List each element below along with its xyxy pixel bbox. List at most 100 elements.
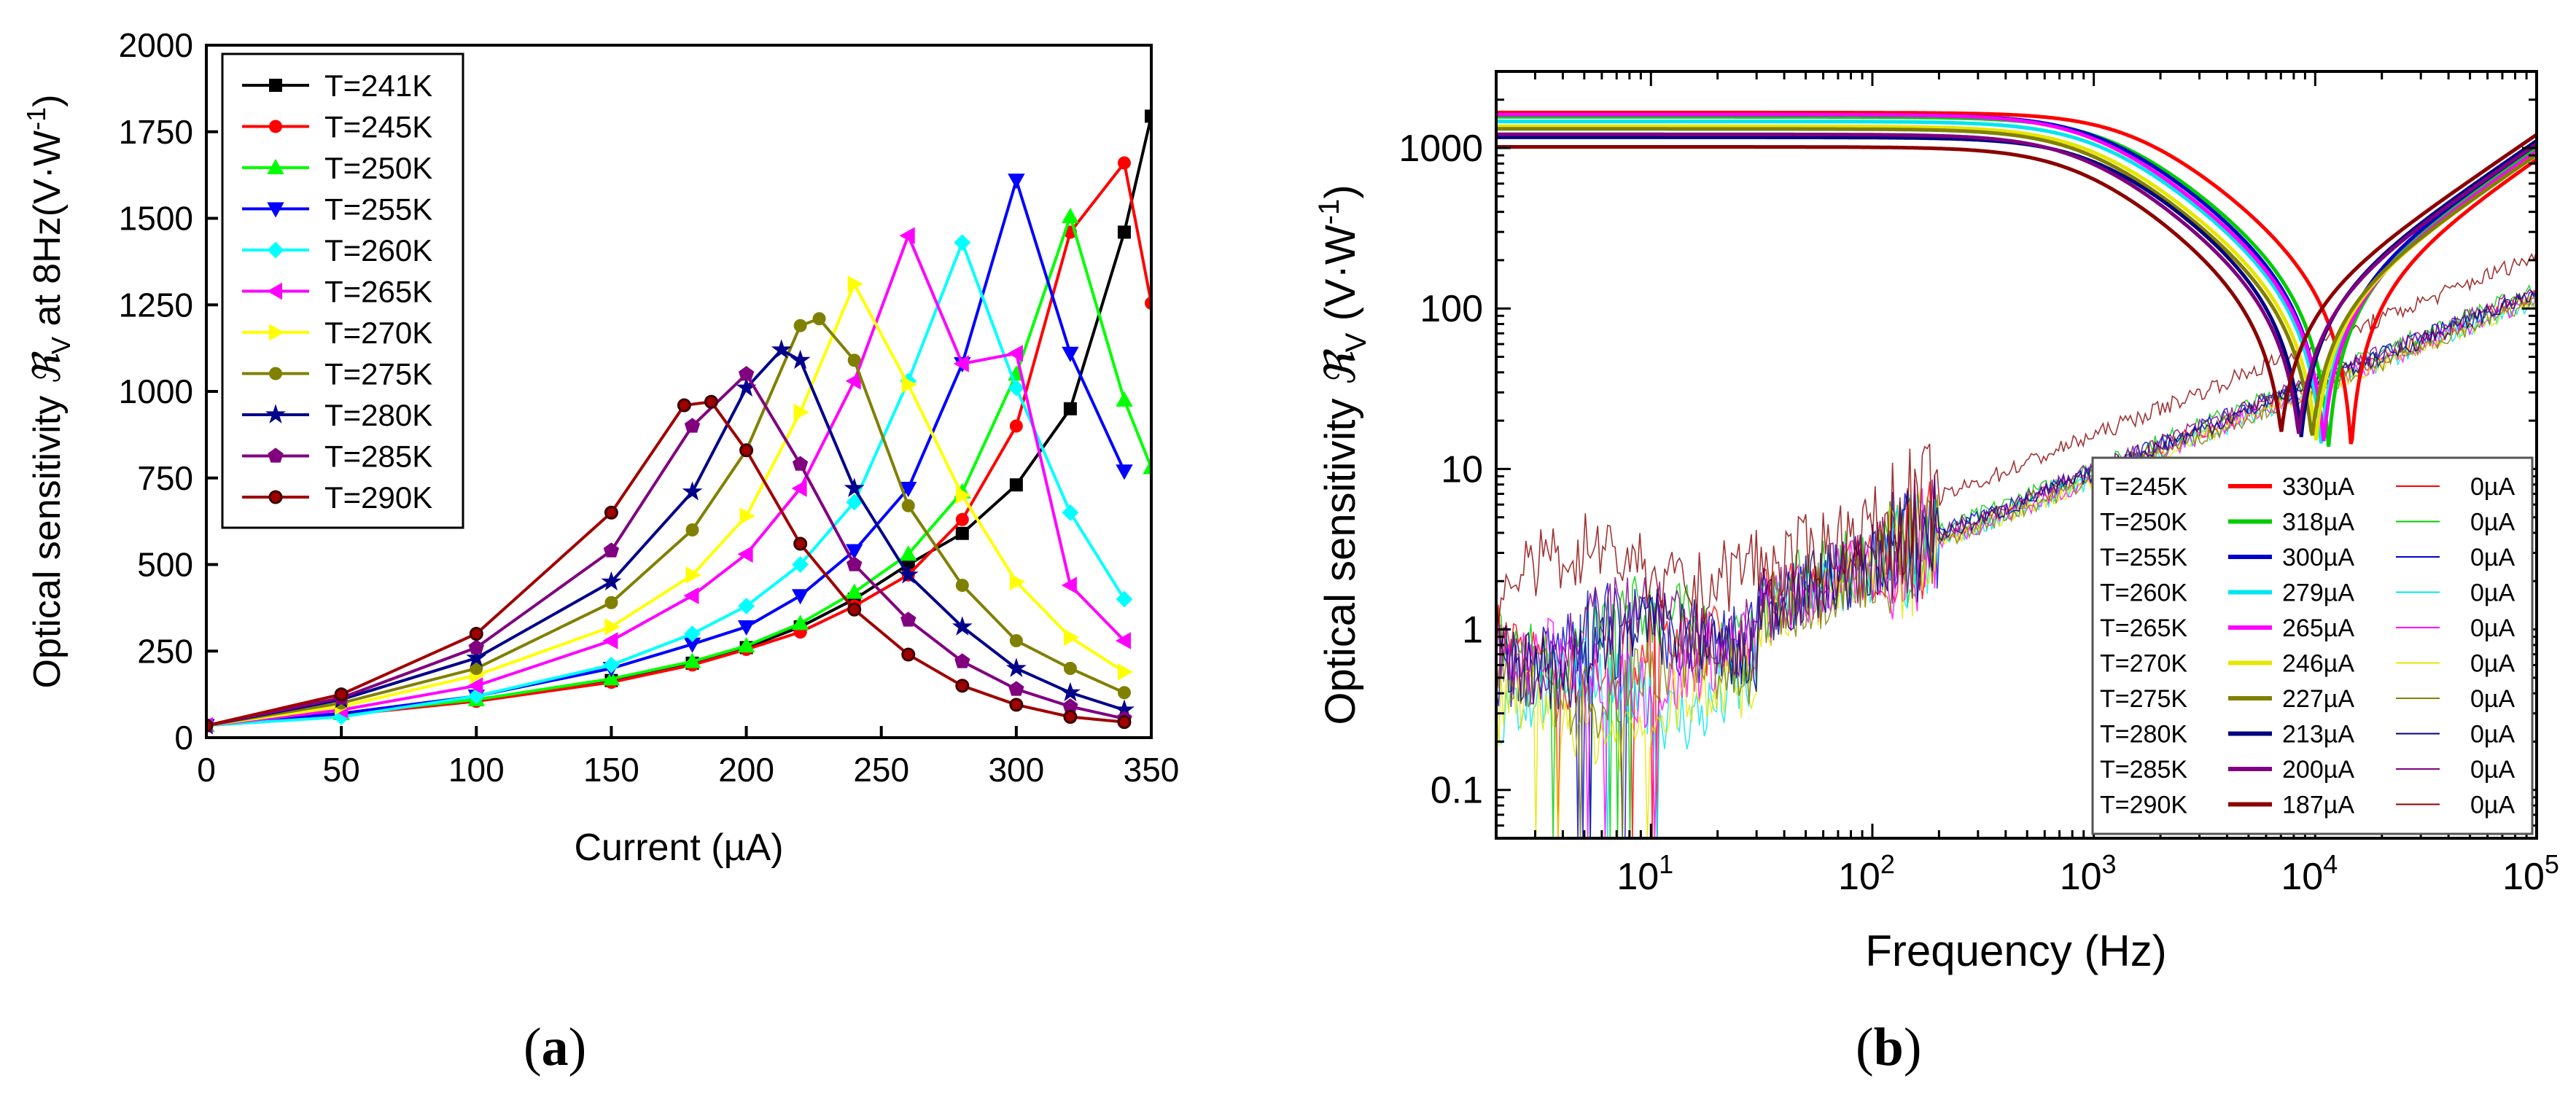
legend-bias-T=290K: 187µA	[2282, 792, 2354, 819]
series-bias-line-T=290K	[1496, 133, 2537, 432]
chart-b-y-label-mid: (V·W	[1317, 225, 1364, 332]
x-tick-label-350: 350	[1124, 751, 1180, 789]
legend-label-T=270K: T=270K	[324, 316, 432, 350]
x-tick-label-base: 10	[2060, 856, 2102, 898]
series-bias-line-T=265K	[1496, 112, 2537, 441]
data-point-T=260K-200	[738, 598, 755, 614]
chart-b-legend: T=245K 330µA 0µA T=250K 318µA 0µA T=255K 300µA 0…	[2091, 456, 2534, 835]
legend-bias-T=285K: 200µA	[2282, 756, 2354, 784]
data-point-T=285K-300	[1008, 681, 1024, 696]
chart-a-y-axis-label: Optical sensitivity ℜV at 8Hz(V·W-1)	[21, 95, 76, 689]
chart-b-y-axis: 0.1 1 10 100 1000	[1398, 70, 2537, 840]
legend-label-T=250K: T=250K	[324, 151, 432, 185]
x-tick-label-10000: 104	[2281, 849, 2338, 898]
legend-label-T=285K: T=285K	[324, 440, 432, 474]
series-bias-line-T=250K	[1496, 114, 2537, 447]
x-tick-label-base: 10	[2281, 856, 2323, 898]
data-point-T=241K-350	[1145, 109, 1151, 123]
data-point-T=290K-100	[469, 627, 483, 641]
data-point-T=265K-300	[1007, 345, 1023, 362]
chart-b-y-axis-label: Optical sensitivity ℜV (V·W-1)	[1313, 184, 1372, 725]
data-point-T=275K-260	[901, 499, 915, 512]
legend-label-T=290K: T=290K	[324, 480, 432, 515]
data-point-T=285K-100	[468, 639, 484, 655]
data-point-T=270K-220	[793, 403, 809, 421]
series-bias-line-T=270K	[1496, 124, 2537, 441]
legend-marker-T=290K	[268, 490, 283, 504]
series-bias-line-T=280K	[1496, 135, 2537, 437]
data-point-T=241K-320	[1063, 402, 1077, 415]
y-tick-label-1: 1	[1462, 609, 1483, 652]
legend-zero-T=285K: 0µA	[2470, 756, 2515, 784]
data-point-T=260K-240	[846, 493, 863, 511]
legend-temp-T=275K: T=275K	[2100, 685, 2187, 713]
chart-b-frame	[1495, 70, 2538, 840]
series-zero-T=265K	[1496, 293, 2537, 838]
y-tick-label-1750: 1750	[119, 113, 193, 151]
x-tick-label-200: 200	[718, 751, 774, 789]
data-point-T=265K-320	[1061, 577, 1077, 594]
series-T=260K	[206, 234, 1133, 734]
y-tick-label-1000: 1000	[1398, 128, 1483, 170]
series-line-T=275K	[206, 316, 1125, 727]
x-tick-label-300: 300	[988, 751, 1044, 789]
x-tick-label-100000: 105	[2502, 849, 2559, 898]
data-point-T=285K-240	[847, 556, 863, 571]
chart-a-y-label-end: )	[26, 95, 69, 107]
x-tick-label-100: 100	[448, 751, 505, 789]
data-point-T=290K-340	[1117, 715, 1132, 730]
series-T=285K	[206, 366, 1132, 733]
data-point-T=241K-300	[1009, 478, 1023, 492]
caption-a-close: )	[568, 1018, 587, 1077]
data-point-T=245K-300	[1009, 419, 1023, 433]
series-line-T=290K	[206, 400, 1125, 727]
x-tick-label-exp: 2	[1880, 849, 1895, 879]
data-point-T=265K-150	[602, 632, 618, 649]
data-point-T=265K-200	[737, 545, 753, 563]
data-point-T=241K-340	[1117, 225, 1131, 239]
data-point-T=290K-260	[901, 647, 916, 662]
x-tick-label-exp: 1	[1659, 849, 1673, 879]
data-point-T=260K-180	[684, 625, 701, 642]
legend-bias-T=250K: 318µA	[2282, 509, 2354, 536]
x-tick-label-250: 250	[853, 751, 909, 789]
data-point-T=275K-300	[1009, 634, 1023, 647]
x-tick-label-exp: 5	[2545, 849, 2559, 879]
series-bias-T=285K	[1496, 132, 2537, 434]
chart-b-x-axis-label: Frequency (Hz)	[1865, 926, 2166, 975]
data-point-T=280K-213	[771, 339, 792, 359]
legend-marker-T=250K	[267, 158, 284, 174]
legend-bias-T=270K: 246µA	[2282, 650, 2354, 678]
legend-temp-T=265K: T=265K	[2100, 614, 2187, 642]
data-point-T=250K-150	[602, 670, 620, 686]
chart-b-y-label-sub: V	[1340, 332, 1372, 352]
legend-temp-T=285K: T=285K	[2100, 756, 2187, 784]
legend-label-T=260K: T=260K	[324, 233, 432, 268]
data-point-T=270K-300	[1009, 573, 1025, 590]
legend-zero-T=290K: 0µA	[2470, 792, 2515, 819]
x-tick-label-0: 0	[197, 751, 216, 789]
data-point-T=285K-280	[954, 653, 970, 668]
legend-bias-T=275K: 227µA	[2282, 685, 2354, 713]
data-point-T=275K-227	[812, 312, 826, 326]
legend-temp-T=270K: T=270K	[2100, 650, 2187, 678]
y-tick-label-0: 0	[174, 719, 193, 757]
legend-zero-T=275K: 0µA	[2470, 685, 2515, 713]
caption-a: (a)	[524, 1017, 586, 1079]
legend-zero-T=270K: 0µA	[2470, 650, 2515, 678]
data-point-T=250K-240	[846, 583, 863, 599]
data-point-T=275K-220	[793, 319, 807, 332]
legend-marker-T=285K	[268, 448, 284, 463]
legend-marker-T=275K	[269, 367, 282, 380]
x-tick-label-10: 101	[1616, 849, 1673, 898]
legend-zero-T=265K: 0µA	[2470, 614, 2515, 642]
data-point-T=285K-180	[684, 418, 701, 433]
series-bias-T=280K	[1496, 135, 2537, 437]
chart-a-y-label-symbol: ℜ	[27, 351, 69, 385]
chart-b-y-label-symbol: ℜ	[1317, 348, 1364, 386]
data-point-T=280K-300	[1005, 657, 1027, 677]
data-point-T=250K-200	[737, 637, 755, 653]
series-zero-T=290K	[1496, 249, 2537, 624]
y-tick-label-1250: 1250	[119, 286, 193, 324]
